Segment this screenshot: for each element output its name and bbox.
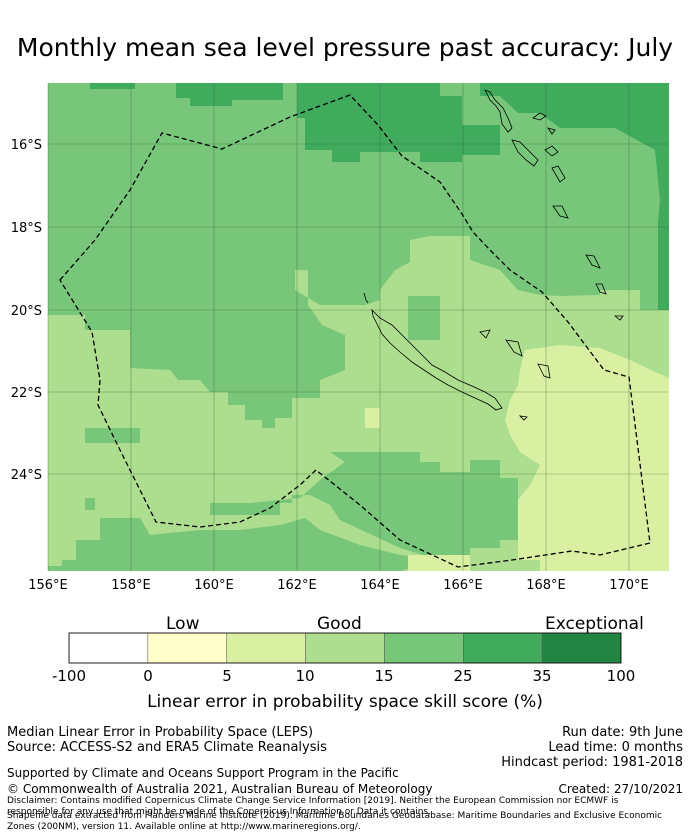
coastlines (363, 89, 624, 421)
method-text: Median Linear Error in Probability Space… (7, 725, 314, 740)
colorbar-swatch (541, 632, 622, 664)
colorbar-tick: 0 (143, 667, 153, 685)
lat-label: 24°S (11, 468, 42, 483)
colorbar-swatch (226, 632, 306, 664)
shapefile-credit: Shapefile data extracted from Flanders M… (7, 811, 663, 832)
copyright-text: © Commonwealth of Australia 2021, Austra… (7, 782, 433, 796)
colorbar-swatch (384, 632, 464, 664)
colorbar-tick: 100 (606, 667, 636, 685)
lon-label: 158°E (111, 578, 151, 593)
category-low: Low (166, 614, 200, 634)
colorbar-swatch (305, 632, 385, 664)
source-text: Source: ACCESS-S2 and ERA5 Climate Reana… (7, 740, 327, 755)
colorbar-tick: 5 (222, 667, 232, 685)
colorbar (68, 632, 622, 664)
lat-label: 16°S (11, 138, 42, 153)
colorbar-tick: 35 (532, 667, 552, 685)
lon-label: 168°E (526, 578, 566, 593)
disclaimer-text: Disclaimer: Contains modified Copernicus… (7, 796, 619, 817)
colorbar-tick: 25 (453, 667, 473, 685)
support-text: Supported by Climate and Oceans Support … (7, 766, 399, 780)
skill-field (48, 83, 669, 571)
colorbar-tick: -100 (51, 667, 87, 685)
skill-map: 16°S 18°S 20°S 22°S 24°S 156°E 158°E 160… (11, 83, 669, 664)
colorbar-swatch (147, 632, 227, 664)
lon-label: 162°E (277, 578, 317, 593)
lat-label: 22°S (11, 386, 42, 401)
graticule (47, 83, 669, 571)
colorbar-tick: 15 (374, 667, 394, 685)
colorbar-tick: 10 (295, 667, 315, 685)
run-date: Run date: 9th June (562, 725, 683, 740)
colorbar-title: Linear error in probability space skill … (147, 692, 543, 712)
lat-label: 20°S (11, 304, 42, 319)
category-exceptional: Exceptional (545, 614, 644, 634)
colorbar-swatch (68, 632, 149, 664)
colorbar-swatch (463, 632, 543, 664)
lat-label: 18°S (11, 221, 42, 236)
colorbar-frame (68, 632, 622, 664)
lon-label: 164°E (360, 578, 400, 593)
lat-axis-labels: 16°S 18°S 20°S 22°S 24°S (11, 138, 42, 483)
lead-time: Lead time: 0 months (548, 740, 683, 755)
hindcast-period: Hindcast period: 1981-2018 (501, 755, 683, 770)
eez-boundary (59, 94, 651, 568)
lon-label: 156°E (28, 578, 68, 593)
lon-label: 166°E (443, 578, 483, 593)
lon-axis-labels: 156°E 158°E 160°E 162°E 164°E 166°E 168°… (28, 578, 649, 593)
created-date: Created: 27/10/2021 (558, 782, 683, 796)
chart-title: Monthly mean sea level pressure past acc… (16, 33, 674, 62)
category-good: Good (317, 614, 362, 634)
lon-label: 160°E (194, 578, 234, 593)
lon-label: 170°E (609, 578, 649, 593)
